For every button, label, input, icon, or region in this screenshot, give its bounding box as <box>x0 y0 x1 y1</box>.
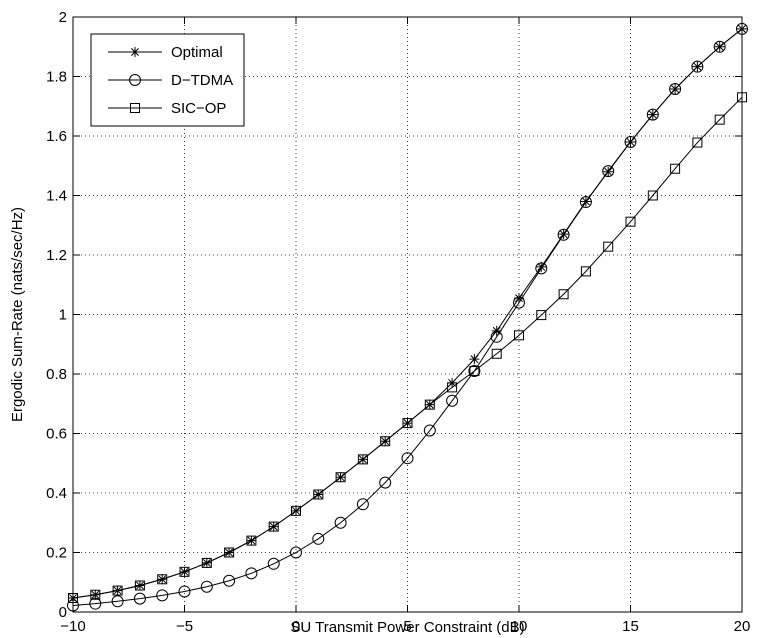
data-point <box>580 266 591 277</box>
legend-marker <box>130 47 140 57</box>
data-point <box>90 589 101 600</box>
data-point <box>200 580 213 593</box>
data-point <box>691 60 704 73</box>
data-point <box>536 261 547 272</box>
data-point <box>201 557 212 568</box>
data-point <box>89 597 102 610</box>
data-point <box>513 296 525 309</box>
data-point <box>692 137 703 148</box>
x-tick-label: −10 <box>60 618 85 635</box>
series-circle <box>67 22 748 612</box>
data-point <box>111 595 124 608</box>
legend-item: SIC−OP <box>108 100 226 117</box>
x-axis-title: SU Transmit Power Constraint (dB) <box>290 619 524 636</box>
data-point <box>669 82 682 95</box>
data-point <box>624 135 637 148</box>
y-tick-label: 1.4 <box>46 188 67 205</box>
data-point <box>356 498 369 511</box>
data-point <box>224 547 235 558</box>
data-point <box>179 566 190 577</box>
x-tick-label: 10 <box>511 618 528 635</box>
data-point <box>647 190 658 201</box>
y-tick-label: 1.6 <box>46 128 67 145</box>
series-square <box>68 92 747 604</box>
data-point <box>112 585 123 596</box>
y-tick-label: 1.8 <box>46 69 67 86</box>
data-point <box>713 40 726 53</box>
data-point <box>157 574 168 585</box>
series-line <box>72 96 743 599</box>
data-point <box>245 567 258 580</box>
y-tick-label: 0.8 <box>46 366 67 383</box>
data-point <box>380 436 391 447</box>
data-point <box>670 163 681 174</box>
data-point <box>357 454 368 465</box>
data-point <box>514 330 524 341</box>
legend-marker <box>130 103 140 113</box>
data-point <box>536 310 547 321</box>
x-tick-label: 15 <box>622 618 639 635</box>
x-tick-label: 0 <box>292 618 300 635</box>
data-point <box>603 241 614 252</box>
data-point <box>423 424 436 437</box>
data-point <box>469 366 480 377</box>
data-point <box>558 289 569 300</box>
data-point <box>625 216 636 227</box>
data-point <box>334 516 347 529</box>
x-tick-label: −5 <box>176 618 193 635</box>
data-point <box>313 489 324 500</box>
data-point <box>602 165 615 178</box>
data-point <box>424 399 435 410</box>
series-line <box>72 28 743 606</box>
data-point <box>491 348 502 359</box>
y-tick-label: 0.6 <box>46 426 67 443</box>
legend-label: D−TDMA <box>171 72 233 89</box>
data-point <box>401 452 414 465</box>
data-point <box>267 557 280 570</box>
y-tick-label: 1.2 <box>46 247 67 264</box>
legend-item: D−TDMA <box>108 72 233 89</box>
x-tick-label: 5 <box>403 618 411 635</box>
y-axis-title: Ergodic Sum-Rate (nats/sec/Hz) <box>9 207 26 422</box>
data-point <box>268 521 279 532</box>
data-point <box>557 228 570 241</box>
y-tick-label: 0.2 <box>46 545 67 562</box>
data-point <box>246 535 257 546</box>
legend: Optimal D−TDMA SIC−OP <box>90 33 245 127</box>
x-tick-label: 20 <box>734 618 751 635</box>
data-point <box>447 382 458 393</box>
data-point <box>468 365 481 378</box>
y-tick-label: 2 <box>59 9 67 26</box>
y-tick-label: 0.4 <box>46 485 67 502</box>
y-tick-label: 1 <box>59 307 67 324</box>
data-point <box>290 546 302 559</box>
data-point <box>312 532 325 545</box>
data-point <box>579 196 592 209</box>
data-point <box>379 476 392 489</box>
data-point <box>134 580 145 591</box>
data-point <box>446 394 459 407</box>
y-tick-label: 0 <box>59 604 67 621</box>
data-point <box>291 505 301 516</box>
data-point <box>223 574 236 587</box>
data-point <box>469 354 480 365</box>
data-point <box>133 592 146 605</box>
data-point <box>402 418 413 429</box>
data-point <box>646 108 659 121</box>
data-point <box>178 585 191 598</box>
data-point <box>514 293 524 304</box>
legend-marker <box>129 74 141 86</box>
legend-label: Optimal <box>171 44 223 61</box>
legend-item: Optimal <box>108 44 223 61</box>
ticks: −10 −5 0 5 10 15 20 0 0.2 0.4 0.6 0.8 1 1.2 1.4 1.6 1.8 2 <box>46 9 750 635</box>
data-point <box>156 589 169 602</box>
data-point <box>714 114 725 125</box>
data-point <box>335 472 346 483</box>
data-point <box>535 262 548 275</box>
series-layer <box>67 22 748 612</box>
legend-label: SIC−OP <box>171 100 226 117</box>
data-point <box>490 330 503 343</box>
